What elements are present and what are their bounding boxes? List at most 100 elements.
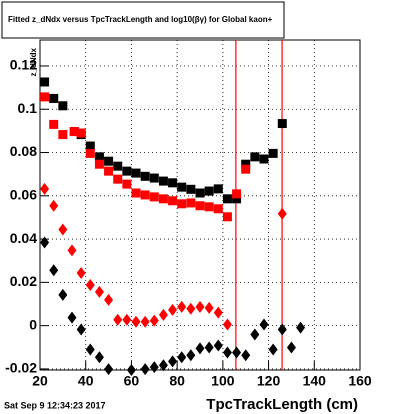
point bbox=[40, 182, 50, 195]
point bbox=[140, 190, 150, 200]
point bbox=[49, 199, 59, 212]
point bbox=[94, 152, 104, 162]
point bbox=[140, 363, 150, 376]
point bbox=[131, 315, 141, 328]
point bbox=[168, 303, 178, 316]
chart-title: Fitted z_dNdx versus TpcTrackLength and … bbox=[8, 15, 273, 24]
point bbox=[259, 154, 269, 164]
point bbox=[186, 198, 196, 208]
point bbox=[122, 313, 132, 326]
point bbox=[168, 355, 178, 368]
point bbox=[250, 328, 260, 341]
point bbox=[49, 119, 59, 129]
point bbox=[94, 159, 104, 169]
point bbox=[40, 92, 50, 102]
point bbox=[204, 186, 214, 196]
x-tick-label: 40 bbox=[78, 373, 94, 389]
point bbox=[277, 207, 287, 220]
x-tick-label: 160 bbox=[348, 373, 372, 389]
point bbox=[241, 349, 251, 362]
point bbox=[149, 314, 159, 327]
y-tick-label: 0 bbox=[29, 316, 37, 332]
x-tick-label: 20 bbox=[32, 373, 48, 389]
point bbox=[222, 212, 232, 222]
y-tick-label: 0.04 bbox=[10, 230, 37, 246]
point bbox=[168, 178, 178, 188]
point bbox=[204, 341, 214, 354]
point bbox=[140, 171, 150, 181]
point bbox=[177, 300, 187, 313]
point bbox=[232, 189, 242, 199]
point bbox=[277, 323, 287, 336]
point bbox=[149, 173, 159, 183]
point bbox=[186, 184, 196, 194]
point bbox=[195, 300, 205, 313]
x-tick-label: 140 bbox=[303, 373, 327, 389]
point bbox=[67, 244, 77, 257]
y-tick-label: 0.12 bbox=[10, 57, 37, 73]
point bbox=[186, 302, 196, 315]
point bbox=[85, 343, 95, 356]
point bbox=[177, 199, 187, 209]
point bbox=[195, 201, 205, 211]
point bbox=[241, 159, 251, 169]
point bbox=[69, 127, 79, 137]
point bbox=[126, 364, 136, 376]
point bbox=[268, 148, 278, 158]
point bbox=[104, 156, 114, 166]
point bbox=[149, 361, 159, 374]
point bbox=[158, 176, 168, 186]
point bbox=[58, 288, 68, 301]
x-axis-title: TpcTrackLength (cm) bbox=[206, 396, 358, 413]
point bbox=[277, 119, 287, 129]
y-tick-label: 0.06 bbox=[10, 187, 37, 203]
point bbox=[58, 101, 68, 111]
point bbox=[131, 168, 141, 178]
point bbox=[122, 179, 132, 189]
footer-date: Sat Sep 9 12:34:23 2017 bbox=[4, 400, 106, 410]
y-tick-label: 0.1 bbox=[18, 100, 38, 116]
point bbox=[158, 308, 168, 321]
point bbox=[94, 285, 104, 298]
point bbox=[232, 194, 242, 204]
point bbox=[85, 141, 95, 151]
x-tick-label: 100 bbox=[211, 373, 235, 389]
point bbox=[113, 161, 123, 171]
point bbox=[177, 351, 187, 364]
x-tick-label: 60 bbox=[124, 373, 140, 389]
point bbox=[195, 342, 205, 355]
point bbox=[158, 359, 168, 372]
point bbox=[168, 196, 178, 206]
point bbox=[40, 236, 50, 249]
point bbox=[113, 174, 123, 184]
y-tick-label: -0.02 bbox=[5, 360, 37, 376]
y-axis-title: z_dNdx bbox=[29, 47, 38, 76]
point bbox=[76, 128, 86, 138]
point bbox=[113, 313, 123, 326]
point bbox=[195, 188, 205, 198]
x-tick-label: 120 bbox=[257, 373, 281, 389]
point bbox=[76, 267, 86, 280]
point bbox=[213, 339, 223, 352]
point bbox=[104, 293, 114, 306]
point bbox=[85, 148, 95, 158]
point bbox=[85, 278, 95, 291]
point bbox=[158, 194, 168, 204]
point bbox=[204, 301, 214, 314]
y-tick-label: 0.02 bbox=[10, 273, 37, 289]
point bbox=[259, 318, 269, 331]
point bbox=[250, 152, 260, 162]
point bbox=[94, 351, 104, 364]
point bbox=[296, 321, 306, 334]
point bbox=[104, 363, 114, 376]
point bbox=[222, 318, 232, 331]
point bbox=[149, 192, 159, 202]
point bbox=[268, 343, 278, 356]
point bbox=[286, 341, 296, 354]
point bbox=[213, 184, 223, 194]
title-box bbox=[1, 1, 285, 39]
point bbox=[241, 164, 251, 174]
point bbox=[67, 311, 77, 324]
point bbox=[222, 346, 232, 359]
